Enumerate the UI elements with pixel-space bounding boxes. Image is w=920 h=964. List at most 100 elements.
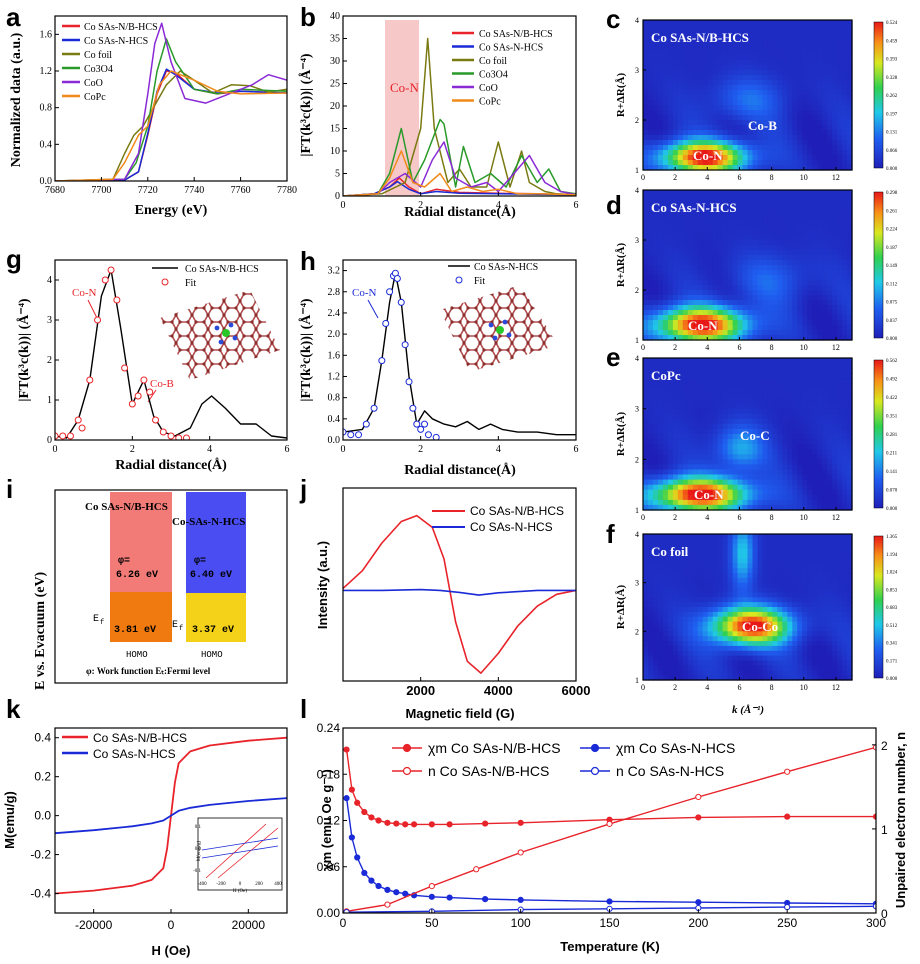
heatmap-cell	[782, 631, 788, 637]
heatmap-cell	[842, 55, 848, 61]
heatmap-cell	[737, 534, 744, 540]
heatmap-cell	[777, 587, 783, 593]
heatmap-cell	[802, 50, 808, 56]
heatmap-cell	[653, 587, 659, 593]
heatmap-cell	[692, 597, 699, 603]
heatmap-cell	[657, 135, 664, 141]
heatmap-cell	[657, 602, 664, 608]
heatmap-cell	[792, 320, 798, 326]
heatmap-cell	[707, 358, 714, 364]
heatmap-cell	[802, 240, 808, 246]
heatmap-cell	[737, 434, 744, 440]
heatmap-cell	[797, 645, 803, 652]
heatmap-cell	[842, 265, 848, 271]
heatmap-cell	[832, 30, 838, 36]
heatmap-cell	[822, 373, 828, 379]
heatmap-cell	[787, 305, 793, 311]
heatmap-cell	[807, 235, 813, 241]
heatmap-cell	[822, 70, 828, 76]
heatmap-cell	[712, 641, 719, 647]
heatmap-cell	[653, 572, 659, 579]
heatmap-cell	[732, 135, 739, 141]
heatmap-cell	[737, 587, 744, 593]
heatmap-cell	[717, 320, 724, 326]
heatmap-cell	[837, 428, 843, 435]
heatmap-cell	[767, 645, 773, 652]
heatmap-cell	[827, 215, 833, 221]
heatmap-cell	[667, 225, 674, 231]
heatmap-cell	[812, 65, 818, 71]
heatmap-cell	[802, 125, 808, 131]
heatmap-cell	[653, 577, 659, 584]
heatmap-cell	[717, 265, 724, 271]
heatmap-title-e: CoPc	[651, 368, 681, 383]
heatmap-cell	[827, 295, 833, 301]
heatmap-cell	[777, 305, 783, 311]
heatmap-cell	[687, 582, 694, 589]
heatmap-cell	[717, 240, 724, 246]
heatmap-cell	[807, 45, 813, 51]
heatmap-cell	[667, 660, 674, 666]
heatmap-cell	[752, 285, 759, 291]
heatmap-cell	[692, 255, 699, 261]
heatmap-cell	[797, 553, 803, 559]
heatmap-cell	[767, 200, 773, 206]
heatmap-cell	[727, 660, 734, 666]
heatmap-cell	[662, 270, 669, 276]
heatmap-cell	[772, 145, 778, 151]
heatmap-cell	[667, 305, 674, 311]
heatmap-cell	[667, 295, 674, 301]
heatmap-cell	[797, 320, 803, 326]
heatmap-cell	[702, 494, 709, 501]
heatmap-cell	[653, 110, 659, 116]
heatmap-cell	[737, 195, 744, 201]
heatmap-cell	[657, 325, 664, 331]
heatmap-cell	[817, 494, 823, 501]
heatmap-cell	[662, 220, 669, 226]
heatmap-cell	[697, 650, 704, 657]
heatmap-cell	[643, 90, 649, 96]
heatmap-cell	[802, 388, 808, 395]
plot-frame-heat-d	[642, 189, 853, 341]
heatmap-cell	[777, 265, 783, 271]
heatmap-cell	[657, 110, 664, 116]
heatmap-cell	[827, 358, 833, 364]
heatmap-cell	[712, 464, 719, 471]
heatmap-cell	[752, 70, 759, 76]
heatmap-cell	[682, 70, 689, 76]
heatmap-cell	[812, 290, 818, 296]
heatmap-cell	[762, 215, 768, 221]
colorbar-label-d: 0.149	[886, 264, 898, 269]
heatmap-cell	[767, 499, 773, 506]
heatmap-cell	[662, 479, 669, 486]
heatmap-cell	[812, 439, 818, 445]
heatmap-cell	[847, 245, 853, 251]
heatmap-cell	[752, 358, 759, 364]
heatmap-cell	[812, 75, 818, 81]
heatmap-cell	[752, 553, 759, 559]
heatmap-cell	[782, 675, 788, 681]
heatmap-cell	[697, 373, 704, 379]
heatmap-cell	[653, 534, 659, 540]
heatmap-cell	[822, 469, 828, 476]
heatmap-cell	[697, 40, 704, 46]
heatmap-cell	[842, 35, 848, 41]
heatmap-cell	[812, 383, 818, 389]
heatmap-cell	[707, 363, 714, 369]
heatmap-cell	[672, 655, 679, 662]
heatmap-cell	[827, 423, 833, 430]
heatmap-cell	[707, 315, 714, 321]
heatmap-cell	[682, 670, 689, 676]
heatmap-cell	[847, 250, 853, 256]
heatmap-cell	[807, 205, 813, 211]
heatmap-cell	[667, 408, 674, 415]
heatmap-cell	[792, 650, 798, 657]
heatmap-cell	[832, 479, 838, 486]
heatmap-cell	[657, 499, 664, 506]
heatmap-cell	[737, 20, 744, 26]
heatmap-cell	[837, 295, 843, 301]
colorbar-label-c: 0.262	[886, 94, 898, 99]
heatmap-cell	[662, 358, 669, 364]
heatmap-cell	[657, 378, 664, 384]
heatmap-cell	[707, 459, 714, 465]
